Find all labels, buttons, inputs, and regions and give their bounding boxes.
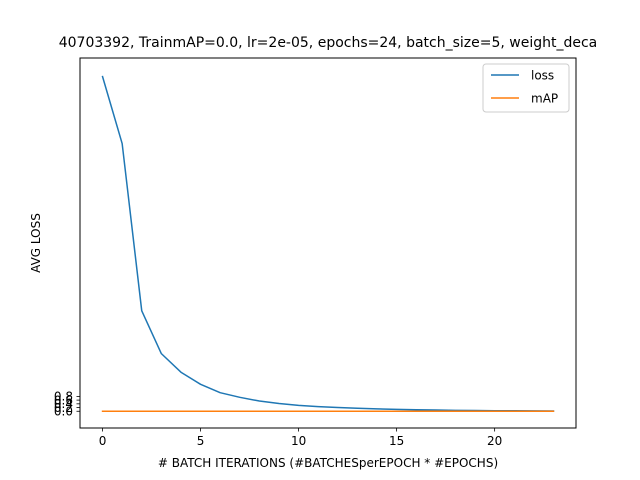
legend: loss mAP [482,63,570,113]
y-tick-label: 0.6 [54,393,73,407]
y-tick-label: 0.2 [54,401,73,415]
x-tick-label: 5 [197,434,205,448]
y-axis-ticks: 0.00.20.40.60.8 [54,390,80,419]
chart-title: 40703392, TrainmAP=0.0, lr=2e-05, epochs… [59,35,598,51]
x-axis-ticks: 0 5 10 15 20 [99,428,502,448]
series-layer [101,75,555,413]
x-tick-label: 15 [389,434,404,448]
legend-box [482,63,570,113]
y-tick-label: 0.8 [54,390,73,404]
x-tick-label: 0 [99,434,107,448]
x-tick-label: 20 [487,434,502,448]
y-tick-label: 0.4 [54,397,73,411]
y-tick-label: 0.0 [54,405,73,419]
legend-label-loss: loss [531,69,554,83]
legend-label-map: mAP [531,92,558,106]
x-axis-label: # BATCH ITERATIONS (#BATCHESperEPOCH * #… [158,456,498,470]
plot-frame [79,57,577,429]
plot-area [80,58,576,428]
x-tick-label: 10 [291,434,306,448]
y-axis-label: AVG LOSS [29,213,43,273]
